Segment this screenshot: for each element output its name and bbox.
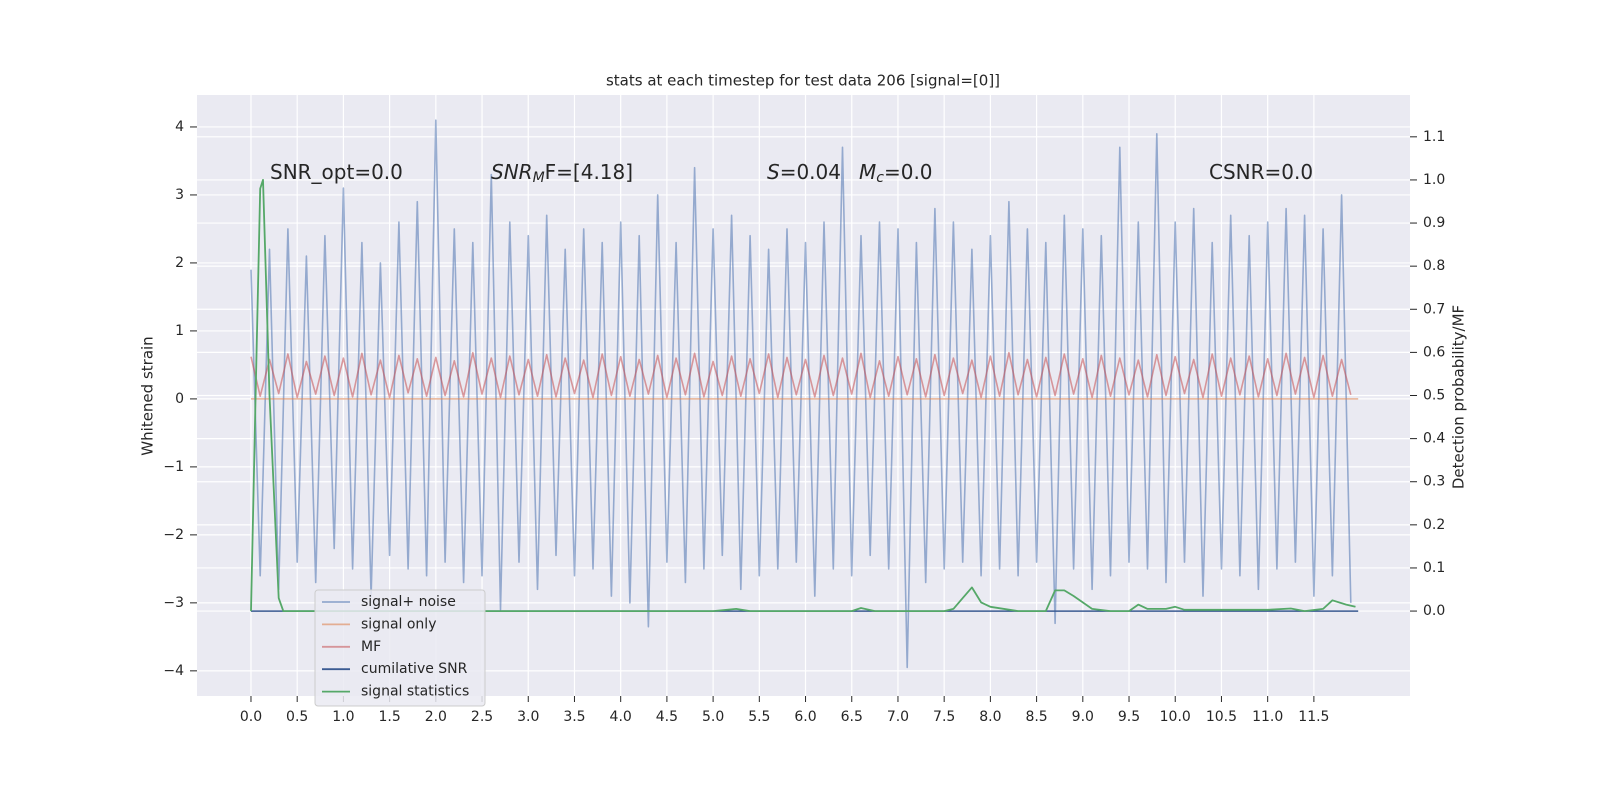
annotation-part: SNR_opt=0.0 [270,160,403,184]
annotation: S=0.04 [767,160,841,184]
legend-label: signal statistics [361,684,469,700]
y2-tick-label: 0.5 [1423,388,1445,404]
y2-tick-label: 0.3 [1423,474,1445,490]
legend-label: signal only [361,616,436,632]
x-tick-label: 4.5 [656,709,678,725]
x-tick-label: 11.5 [1298,709,1329,725]
x-tick-label: 5.5 [748,709,770,725]
annotation: Mc=0.0 [859,160,933,187]
annotation-part: M [859,160,876,184]
series-line [250,351,1352,399]
y2-tick-label: 1.1 [1423,129,1445,145]
annotation-part: CSNR=0.0 [1209,160,1313,184]
series-line [250,119,1352,669]
y2-tick-label: 0.0 [1423,603,1445,619]
x-tick-label: 11.0 [1252,709,1283,725]
x-tick-label: 0.0 [240,709,262,725]
x-tick-label: 3.5 [563,709,585,725]
y-axis-label: Whitened strain [139,336,157,455]
y2-tick-label: 0.1 [1423,560,1445,576]
x-tick-label: 1.0 [332,709,354,725]
annotation: SNRMF=[4.18] [491,160,633,187]
annotation: SNR_opt=0.0 [270,160,403,184]
y2-tick-label: 0.4 [1423,431,1445,447]
legend-label: signal+ noise [361,594,456,610]
annotation-part: c [876,170,884,186]
annotation: CSNR=0.0 [1209,160,1313,184]
x-tick-label: 8.5 [1025,709,1047,725]
x-tick-label: 2.5 [471,709,493,725]
legend-label: MF [361,639,381,655]
x-tick-label: 0.5 [286,709,308,725]
x-tick-label: 2.0 [425,709,447,725]
y-tick-label: −2 [163,527,184,543]
y-tick-label: −3 [163,595,184,611]
annotation-part: S [767,160,780,184]
y-tick-label: −4 [163,663,184,679]
annotation-part: =0.04 [780,160,841,184]
x-tick-label: 7.0 [887,709,909,725]
x-tick-label: 6.0 [794,709,816,725]
x-tick-label: 8.0 [979,709,1001,725]
y2-tick-label: 0.9 [1423,215,1445,231]
y2-axis-label: Detection probability/MF [1450,305,1468,489]
annotation-part: M [533,170,545,186]
x-tick-label: 3.0 [517,709,539,725]
annotation-part: F=[4.18] [545,160,633,184]
annotation-part: =0.0 [884,160,933,184]
x-tick-label: 5.0 [702,709,724,725]
x-tick-label: 9.0 [1072,709,1094,725]
x-tick-label: 7.5 [933,709,955,725]
x-tick-label: 9.5 [1118,709,1140,725]
y-tick-label: 0 [175,391,184,407]
y-tick-label: 2 [175,255,184,271]
legend-label: cumilative SNR [361,661,468,677]
x-tick-label: 10.0 [1160,709,1191,725]
y2-tick-label: 0.8 [1423,258,1445,274]
chart-title: stats at each timestep for test data 206… [606,72,1000,90]
y2-tick-label: 1.0 [1423,172,1445,188]
legend-box [314,589,486,707]
y-tick-label: 1 [175,323,184,339]
y-tick-label: 4 [175,119,184,135]
x-tick-label: 1.5 [378,709,400,725]
y2-tick-label: 0.6 [1423,344,1445,360]
x-tick-label: 10.5 [1206,709,1237,725]
x-tick-label: 6.5 [841,709,863,725]
x-tick-label: 4.0 [610,709,632,725]
y2-tick-label: 0.2 [1423,517,1445,533]
y2-tick-label: 0.7 [1423,301,1445,317]
y-tick-label: 3 [175,187,184,203]
overlay: 0.0 0.5 1.0 1.5 2.0 2.5 3.0 3.5 4.0 4.5 5.0 5.5 6.0 6… [163,119,1445,725]
annotation-part: SNR [491,160,533,184]
y-tick-label: −1 [163,459,184,475]
